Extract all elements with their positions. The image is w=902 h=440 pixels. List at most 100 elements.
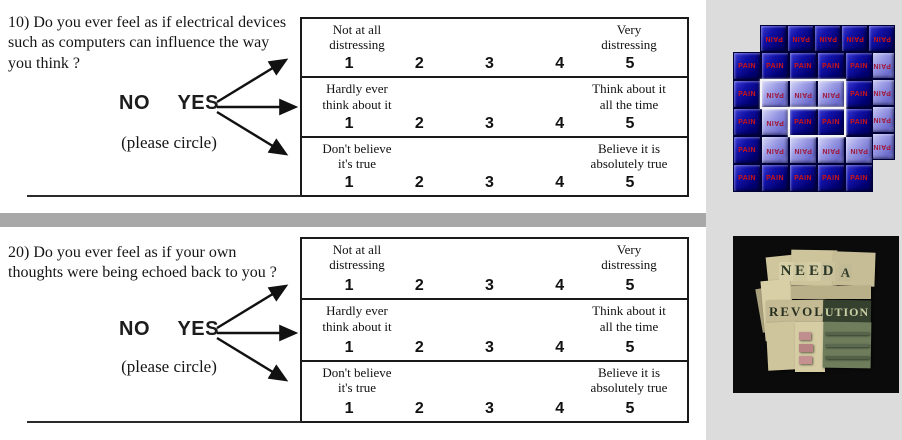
answer-no[interactable]: NO xyxy=(119,318,150,340)
pain-tile: PAIN xyxy=(787,25,814,52)
scale-number-3[interactable]: 3 xyxy=(485,55,494,73)
tile-highlight-box xyxy=(760,79,846,109)
scale-right-anchor-label: Believe it is absolutely true xyxy=(590,364,668,395)
scale-number-2[interactable]: 2 xyxy=(414,277,424,295)
fork-arrows-icon xyxy=(216,58,298,156)
money-bill-fragment xyxy=(765,321,799,371)
rating-table-q10: Not at all distressing Very distressing 1 2… xyxy=(300,17,689,197)
money-bill-fragment xyxy=(825,356,869,359)
answer-line xyxy=(27,195,301,197)
pain-tile: PAIN xyxy=(817,108,845,136)
scale-left-anchor-label: Don't believe it's true xyxy=(322,364,392,395)
scale-left-anchor-label: Hardly ever think about it xyxy=(322,303,392,334)
scale-number-5[interactable]: 5 xyxy=(625,55,635,73)
scale-number-1[interactable]: 1 xyxy=(344,114,354,132)
scale-number-5[interactable]: 5 xyxy=(625,114,635,132)
pain-tile: PAIN xyxy=(789,52,817,80)
pain-tile: PAIN xyxy=(841,25,868,52)
scale-number-3[interactable]: 3 xyxy=(485,399,494,417)
scale-number-3[interactable]: 3 xyxy=(485,173,494,191)
pain-tile: PAIN xyxy=(761,52,789,80)
money-bill-fragment xyxy=(799,344,813,352)
scale-number-1[interactable]: 1 xyxy=(344,173,354,191)
scale-number-4[interactable]: 4 xyxy=(555,277,565,295)
pain-tile: PAIN xyxy=(814,25,841,52)
money-letters: N xyxy=(779,262,793,281)
answer-yes[interactable]: YES xyxy=(177,92,219,114)
scale-right-anchor-label: Think about it all the time xyxy=(592,81,666,112)
question-text-10: 10) Do you ever feel as if electrical de… xyxy=(8,14,287,72)
scale-number-2[interactable]: 2 xyxy=(414,338,424,356)
answer-options-10: NO YES xyxy=(119,92,219,115)
answer-yes[interactable]: YES xyxy=(177,318,219,340)
pain-tile: PAIN xyxy=(845,164,873,192)
scale-number-4[interactable]: 4 xyxy=(555,114,565,132)
scale-number-3[interactable]: 3 xyxy=(485,338,494,356)
money-letters: E xyxy=(807,262,821,281)
pain-tile: PAIN xyxy=(817,136,845,164)
pain-tile: PAIN xyxy=(789,136,817,164)
money-letters: REVOL xyxy=(769,303,825,319)
scale-row: Hardly ever think about it Think about it… xyxy=(302,78,687,138)
pain-tile: PAIN xyxy=(817,52,845,80)
money-bill-fragment xyxy=(825,344,869,347)
money-bill-fragment xyxy=(799,356,812,364)
scale-number-5[interactable]: 5 xyxy=(625,399,635,417)
circle-hint: (please circle) xyxy=(121,133,217,152)
scale-number-4[interactable]: 4 xyxy=(555,173,565,191)
question-text-20: 20) Do you ever feel as if your own thou… xyxy=(8,244,277,282)
scale-right-anchor-label: Very distressing xyxy=(601,242,657,273)
money-bill-fragment xyxy=(799,332,811,340)
scale-number-4[interactable]: 4 xyxy=(555,338,565,356)
answer-no[interactable]: NO xyxy=(119,92,150,114)
pain-tile: PAIN xyxy=(868,25,895,52)
scale-number-4[interactable]: 4 xyxy=(555,399,565,417)
scale-right-anchor-label: Very distressing xyxy=(601,22,657,53)
money-letters: D xyxy=(821,262,835,281)
scale-left-anchor-label: Hardly ever think about it xyxy=(322,81,392,112)
pain-tile: PAIN xyxy=(733,80,761,108)
money-letters: E xyxy=(793,262,807,281)
scale-number-1[interactable]: 1 xyxy=(344,338,354,356)
pain-tile: PAIN xyxy=(817,164,845,192)
scale-left-anchor-label: Not at all distressing xyxy=(329,242,385,273)
scale-number-1[interactable]: 1 xyxy=(344,399,354,417)
pain-tile: PAIN xyxy=(761,164,789,192)
pain-tiles-image: PAIN PAIN PAIN PAIN PAIN PAIN PAIN PAIN PAIN PAIN… xyxy=(733,25,902,193)
pain-tile: PAIN xyxy=(789,80,817,108)
scale-number-4[interactable]: 4 xyxy=(555,55,565,73)
scale-row: Not at all distressing Very distressing 1 2… xyxy=(302,239,687,301)
pain-tile: PAIN xyxy=(789,164,817,192)
scale-left-anchor-label: Not at all distressing xyxy=(329,22,385,53)
scale-number-5[interactable]: 5 xyxy=(625,173,635,191)
money-letters: A xyxy=(838,263,853,282)
scale-right-anchor-label: Believe it is absolutely true xyxy=(590,140,668,171)
questionnaire-page: 10) Do you ever feel as if electrical de… xyxy=(0,0,706,440)
scale-row: Don't believe it's true Believe it is abs… xyxy=(302,138,687,195)
section-divider xyxy=(0,213,706,227)
pain-tile: PAIN xyxy=(761,108,789,136)
pain-tile: PAIN xyxy=(845,80,873,108)
scale-number-2[interactable]: 2 xyxy=(414,399,424,417)
scale-right-anchor-label: Think about it all the time xyxy=(592,303,666,334)
scale-number-5[interactable]: 5 xyxy=(625,277,635,295)
scale-number-3[interactable]: 3 xyxy=(485,277,494,295)
scale-number-2[interactable]: 2 xyxy=(414,55,424,73)
scale-number-2[interactable]: 2 xyxy=(414,114,424,132)
money-bill-fragment xyxy=(791,286,871,299)
scale-number-2[interactable]: 2 xyxy=(414,173,424,191)
circle-hint: (please circle) xyxy=(121,357,217,376)
pain-tile: PAIN xyxy=(845,136,873,164)
tile-highlight-box xyxy=(788,107,846,137)
pain-tile: PAIN xyxy=(761,136,789,164)
answer-options-20: NO YES xyxy=(119,318,219,341)
scale-number-3[interactable]: 3 xyxy=(485,114,494,132)
scale-number-1[interactable]: 1 xyxy=(344,55,354,73)
pain-tile: PAIN xyxy=(845,52,873,80)
scale-number-1[interactable]: 1 xyxy=(344,277,354,295)
pain-tile: PAIN xyxy=(733,164,761,192)
pain-tile: PAIN xyxy=(761,80,789,108)
pain-tile: PAIN xyxy=(817,80,845,108)
scale-number-5[interactable]: 5 xyxy=(625,338,635,356)
money-bill-fragment xyxy=(825,332,869,335)
